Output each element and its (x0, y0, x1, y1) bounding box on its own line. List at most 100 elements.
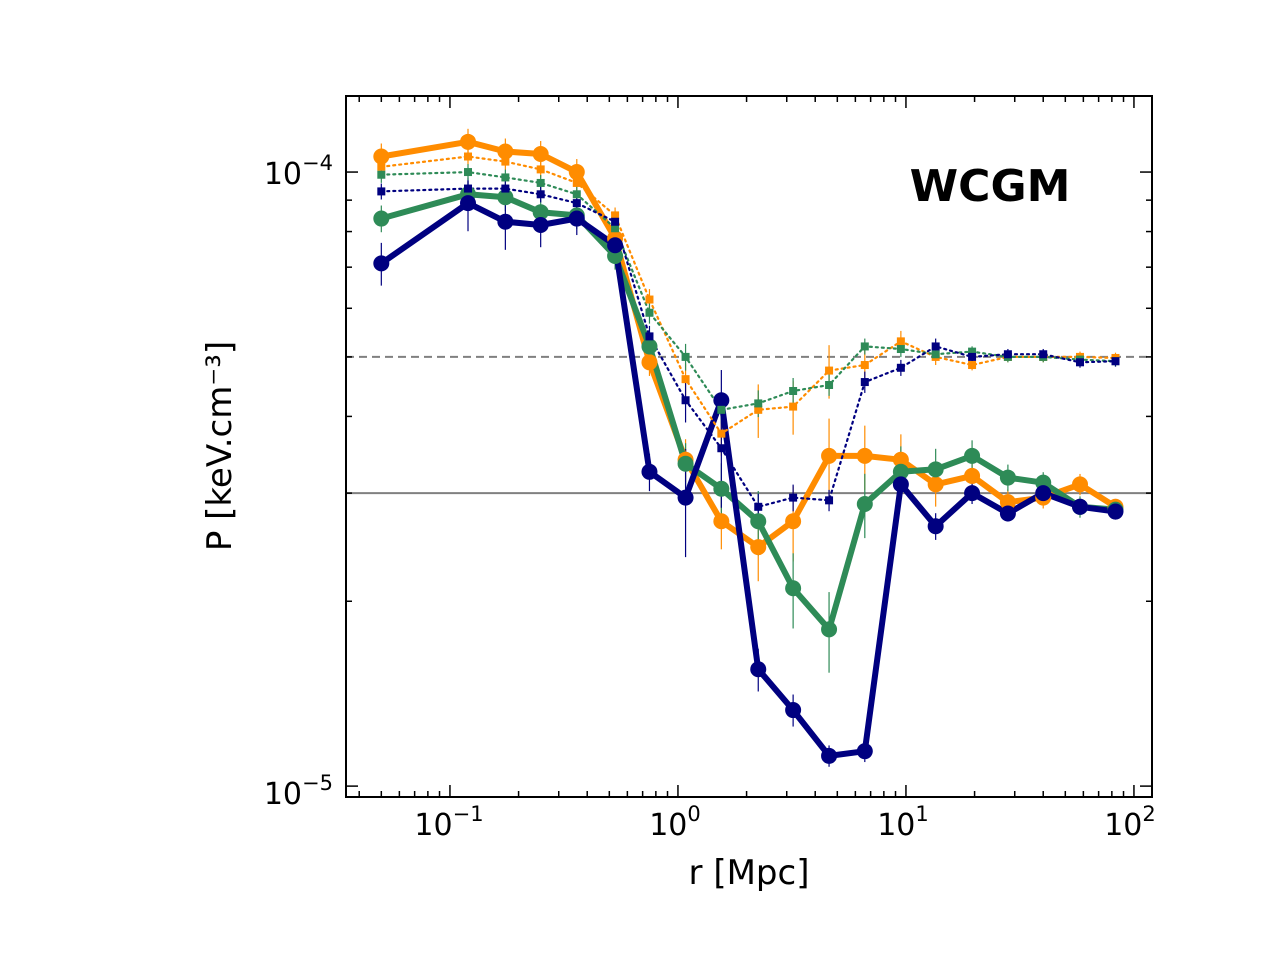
orange-thick-marker (750, 539, 767, 556)
navy-thick-marker (1035, 485, 1052, 502)
green-thick-marker (713, 480, 730, 497)
y-tick-label: 10−5 (264, 771, 333, 812)
navy-dotted-marker (611, 217, 620, 226)
navy-dotted-marker (572, 199, 581, 208)
orange-thick-marker (856, 447, 873, 464)
green-dotted-marker (789, 386, 798, 395)
orange-thick-marker (641, 354, 658, 371)
navy-thick-marker (373, 255, 390, 272)
navy-thick-marker (785, 702, 802, 719)
green-thick-marker (677, 455, 694, 472)
orange-thick-marker (785, 513, 802, 530)
orange-thick-marker (999, 494, 1016, 511)
x-tick-label: 102 (1104, 802, 1156, 843)
navy-dotted-marker (645, 332, 654, 341)
orange-dotted-marker (789, 402, 798, 411)
navy-dotted-marker (464, 184, 473, 193)
green-thick-marker (785, 580, 802, 597)
green-dotted-marker (931, 350, 940, 359)
green-dotted-marker (896, 345, 905, 354)
orange-dotted-marker (968, 361, 977, 370)
green-dotted-marker (501, 173, 510, 182)
navy-dotted-marker (789, 493, 798, 502)
x-tick-label: 10−1 (414, 802, 483, 843)
navy-thick-marker (641, 463, 658, 480)
navy-thick-marker (1107, 503, 1124, 520)
navy-thick-marker (964, 485, 981, 502)
navy-thick-marker (497, 213, 514, 230)
navy-thick-marker (677, 489, 694, 506)
green-thick-marker (892, 463, 909, 480)
green-dotted-marker (464, 168, 473, 177)
orange-thick-marker (713, 513, 730, 530)
green-dotted-marker (825, 381, 834, 390)
green-thick-marker (641, 338, 658, 355)
green-thick-marker (964, 447, 981, 464)
y-tick-label: 10−4 (264, 151, 333, 192)
green-dotted-marker (860, 342, 869, 351)
green-dotted-marker (645, 308, 654, 317)
navy-thick-marker (892, 476, 909, 493)
navy-thick-marker (821, 747, 838, 764)
green-dotted-marker (681, 352, 690, 361)
y-axis-title: P [keV.cm⁻³] (200, 341, 240, 551)
navy-dotted-marker (1076, 358, 1085, 367)
orange-thick-marker (532, 146, 549, 163)
navy-dotted-marker (1003, 350, 1012, 359)
green-dotted-marker (754, 399, 763, 408)
navy-thick-marker (607, 237, 624, 254)
plot-frame (345, 95, 1153, 798)
navy-dotted-marker (377, 187, 386, 196)
navy-thick-marker (460, 195, 477, 212)
orange-thick-marker (497, 143, 514, 160)
orange-thick-marker (568, 164, 585, 181)
orange-dotted-marker (464, 152, 473, 161)
green-dotted-marker (968, 347, 977, 356)
orange-thick-marker (964, 467, 981, 484)
navy-dotted-line (380, 187, 1117, 508)
navy-thick-marker (999, 505, 1016, 522)
navy-dotted-marker (717, 444, 726, 453)
green-dotted-marker (536, 178, 545, 187)
orange-dotted-marker (536, 165, 545, 174)
orange-dotted-marker (754, 405, 763, 414)
green-dotted-marker (717, 405, 726, 414)
navy-dotted-marker (1039, 350, 1048, 359)
orange-dotted-marker (572, 178, 581, 187)
navy-thick-marker (532, 216, 549, 233)
green-thick-marker (497, 189, 514, 206)
navy-dotted-marker (1111, 357, 1120, 366)
wcgm-annotation: WCGM (910, 161, 1071, 212)
x-tick-label: 100 (649, 802, 701, 843)
green-dotted-line (380, 171, 1117, 411)
green-thick-marker (750, 513, 767, 530)
navy-dotted-marker (681, 396, 690, 405)
orange-dotted-marker (501, 157, 510, 166)
navy-thick-marker (713, 392, 730, 409)
orange-dotted-marker (681, 375, 690, 384)
orange-thick-marker (892, 451, 909, 468)
orange-dotted-marker (860, 361, 869, 370)
orange-dotted-marker (896, 337, 905, 346)
navy-dotted-marker (536, 190, 545, 199)
navy-thick-marker (856, 743, 873, 760)
green-dotted-marker (377, 170, 386, 179)
green-thick-marker (532, 204, 549, 221)
orange-thick-marker (460, 133, 477, 150)
orange-thick-marker (821, 447, 838, 464)
navy-thick-marker (927, 518, 944, 535)
green-dotted-marker (572, 190, 581, 199)
green-thick-marker (856, 496, 873, 513)
axis-ticks (346, 96, 1152, 797)
orange-thick-marker (373, 148, 390, 165)
navy-dotted-marker (501, 184, 510, 193)
orange-dotted-marker (645, 295, 654, 304)
navy-thick-marker (1072, 498, 1089, 515)
orange-dotted-marker (825, 366, 834, 375)
green-dotted-marker (611, 224, 620, 233)
orange-dotted-marker (717, 429, 726, 438)
green-thick-marker (999, 469, 1016, 486)
orange-dotted-line (380, 155, 1117, 435)
navy-dotted-marker (825, 496, 834, 505)
navy-thick-marker (568, 210, 585, 227)
